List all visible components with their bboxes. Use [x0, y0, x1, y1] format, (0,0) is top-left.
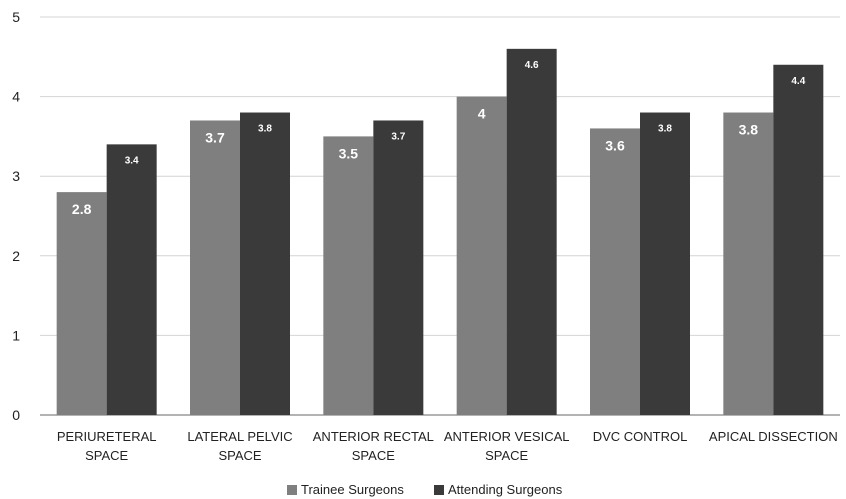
category-label: DVC CONTROL [593, 429, 688, 444]
trainee-bar [56, 192, 107, 415]
trainee-value-label: 3.6 [605, 137, 625, 153]
y-tick-label: 0 [12, 407, 20, 423]
category-label: ANTERIOR VESICAL SPACE [444, 429, 570, 463]
attending-bar [373, 120, 424, 415]
legend-swatch [434, 485, 444, 495]
bars [56, 48, 824, 416]
y-axis-ticks: 0 1 2 3 4 5 [12, 9, 20, 423]
trainee-value-label: 3.7 [205, 129, 225, 145]
y-tick-label: 1 [12, 327, 20, 343]
y-tick-label: 5 [12, 9, 20, 25]
attending-value-label: 4.4 [791, 76, 805, 87]
x-axis-categories: PERIURETERAL SPACE LATERAL PELVIC SPACE ANTE… [57, 429, 838, 463]
attending-bar [773, 64, 824, 415]
y-tick-label: 4 [12, 89, 20, 105]
trainee-value-label: 3.5 [339, 145, 359, 161]
y-tick-label: 3 [12, 168, 20, 184]
attending-value-label: 3.4 [125, 155, 139, 166]
y-tick-label: 2 [12, 248, 20, 264]
data-labels: 2.8 3.4 3.7 3.8 3.5 3.7 4 4.6 3.6 3.8 3.8 4.4 [72, 60, 806, 217]
attending-bar [640, 112, 690, 416]
attending-bar [106, 144, 157, 416]
attending-value-label: 3.8 [258, 124, 272, 135]
category-label: LATERAL PELVIC SPACE [187, 429, 292, 463]
trainee-bar [323, 136, 374, 415]
legend-label: Attending Surgeons [448, 482, 563, 497]
trainee-value-label: 2.8 [72, 201, 92, 217]
trainee-value-label: 3.8 [739, 122, 759, 138]
legend-label: Trainee Surgeons [301, 482, 404, 497]
legend: Trainee Surgeons Attending Surgeons [287, 482, 563, 497]
attending-value-label: 4.6 [525, 60, 539, 71]
category-label: PERIURETERAL SPACE [57, 429, 157, 463]
trainee-bar [456, 96, 507, 415]
attending-value-label: 3.7 [391, 131, 405, 142]
trainee-bar [190, 120, 240, 415]
attending-bar [506, 48, 557, 416]
category-label: APICAL DISSECTION [709, 429, 838, 444]
attending-bar [240, 112, 290, 416]
category-label: ANTERIOR RECTAL SPACE [313, 429, 434, 463]
trainee-value-label: 4 [478, 106, 486, 122]
trainee-bar [590, 128, 640, 415]
gridlines [40, 16, 840, 416]
attending-value-label: 3.8 [658, 124, 672, 135]
trainee-bar [723, 112, 774, 416]
legend-swatch [287, 485, 297, 495]
